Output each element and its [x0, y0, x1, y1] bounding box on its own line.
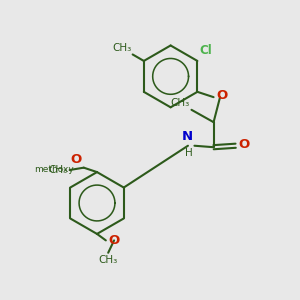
Text: methoxy: methoxy: [34, 165, 74, 174]
Text: Cl: Cl: [200, 44, 212, 57]
Text: CH₃: CH₃: [99, 255, 118, 265]
Text: O: O: [216, 89, 227, 102]
Text: O: O: [70, 153, 81, 166]
Text: CH₃: CH₃: [49, 165, 68, 175]
Text: CH₃: CH₃: [170, 98, 189, 108]
Text: H: H: [185, 148, 193, 158]
Text: CH₃: CH₃: [112, 43, 131, 53]
Text: O: O: [108, 234, 119, 247]
Text: O: O: [238, 138, 250, 151]
Text: N: N: [182, 130, 193, 143]
